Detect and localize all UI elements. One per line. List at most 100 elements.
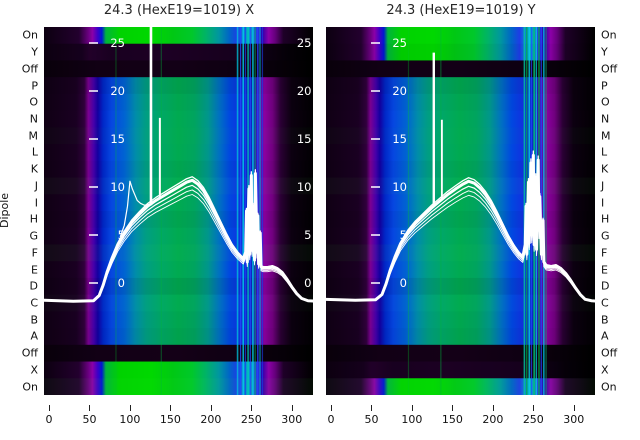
y-tick-label: 10	[392, 180, 407, 194]
y-tick-label-right: 10	[297, 180, 312, 194]
x-tick-label: 250	[522, 413, 544, 426]
y-tick-mark	[89, 282, 98, 284]
row-label: K	[30, 162, 38, 176]
row-label: X	[601, 363, 609, 377]
row-label: J	[601, 179, 605, 193]
row-label: Y	[31, 45, 38, 59]
y-tick-mark	[89, 186, 98, 188]
x-tick-label: 0	[327, 413, 335, 426]
row-shade	[326, 295, 595, 312]
row-label: M	[28, 129, 39, 143]
row-label: I	[34, 196, 38, 210]
heatmap-row	[326, 60, 595, 78]
row-label: E	[601, 263, 608, 277]
row-shade	[326, 127, 595, 144]
row-label: Off	[21, 62, 38, 76]
heatmap-stripe	[543, 27, 545, 395]
x-tick-mark	[533, 405, 535, 411]
row-shade	[326, 77, 595, 95]
row-label: J	[34, 179, 38, 193]
y-tick-label: 25	[392, 36, 407, 50]
x-tick-mark	[291, 405, 293, 411]
y-tick-mark	[89, 42, 98, 44]
row-shade	[44, 295, 313, 312]
y-tick-label-right: 15	[297, 132, 312, 146]
row-shade	[326, 361, 595, 379]
row-label: On	[22, 380, 38, 394]
row-shade	[326, 328, 595, 346]
row-labels-left: On Y Off P O N M L K J I H G F E D C B A Off X On	[0, 0, 39, 440]
row-shade	[44, 77, 313, 95]
x-tick-mark	[251, 405, 253, 411]
row-shade	[326, 161, 595, 178]
y-tick-mark	[371, 282, 380, 284]
heatmap-row	[326, 294, 595, 312]
x-tick-label: 300	[563, 413, 585, 426]
heatmap-stripe	[261, 27, 264, 395]
x-tick-mark	[573, 405, 575, 411]
y-tick-label: 10	[110, 180, 125, 194]
heatmap-row	[44, 110, 313, 128]
heatmap-row	[326, 27, 595, 45]
row-label: M	[601, 129, 611, 143]
heatmap-row	[326, 93, 595, 112]
row-shade	[44, 244, 313, 262]
row-label: E	[31, 263, 38, 277]
row-label: A	[30, 329, 38, 343]
y-tick-mark	[371, 42, 380, 44]
curve-line	[43, 183, 318, 302]
row-shade	[44, 378, 313, 396]
heatmap-row	[326, 43, 595, 62]
heatmap-row	[326, 194, 595, 212]
curve-line	[325, 150, 600, 302]
curve-line	[42, 172, 319, 303]
y-tick-label-right: 5	[304, 228, 311, 242]
x-tick-label: 200	[200, 413, 222, 426]
x-tick-label: 250	[240, 413, 262, 426]
y-tick-mark	[371, 90, 380, 92]
x-tick-mark	[331, 405, 332, 411]
x-tick-label: 50	[364, 413, 379, 426]
y-tick-mark	[89, 234, 98, 236]
heatmap-row	[326, 328, 595, 346]
row-label: L	[31, 145, 38, 159]
y-tick-label-right: 0	[304, 276, 311, 290]
heatmap-stripe	[545, 27, 547, 395]
y-tick-label: 5	[118, 228, 125, 242]
row-label: G	[29, 229, 38, 243]
row-label: K	[601, 162, 609, 176]
heatmap-row	[44, 27, 313, 45]
x-tick-mark	[49, 405, 50, 411]
row-shade	[44, 344, 313, 363]
heatmap-row	[44, 144, 313, 162]
heatmap-stripe	[407, 27, 410, 395]
row-shade	[44, 311, 313, 328]
heatmap-stripe	[115, 27, 117, 395]
heatmap-row	[326, 227, 595, 246]
heatmap-row	[326, 77, 595, 95]
row-shade	[326, 44, 595, 61]
row-shade	[326, 378, 595, 396]
heatmap-svg-x: 25 25 20 20 15 15 10 10 5 5 0 0	[42, 14, 319, 396]
heatmap-stripe	[440, 27, 442, 395]
y-tick-label-right: 25	[297, 36, 312, 50]
row-shade	[326, 94, 595, 111]
row-shade	[44, 211, 313, 228]
heatmap-row	[326, 361, 595, 379]
row-label: L	[601, 145, 608, 159]
heatmap-stripe	[259, 27, 261, 395]
x-tick-mark	[129, 405, 131, 411]
y-tick-label: 0	[118, 276, 125, 290]
x-tick-mark	[411, 405, 413, 411]
row-label: A	[601, 329, 609, 343]
heatmap-stripe	[160, 27, 162, 395]
curve-line	[43, 178, 318, 302]
row-label: Off	[21, 346, 38, 360]
row-label: On	[601, 28, 617, 42]
row-shade	[44, 161, 313, 178]
row-shade	[44, 60, 313, 78]
row-shade	[326, 244, 595, 262]
x-tick-label: 50	[82, 413, 97, 426]
x-tick-mark	[492, 405, 494, 411]
y-tick-label: 0	[400, 276, 407, 290]
